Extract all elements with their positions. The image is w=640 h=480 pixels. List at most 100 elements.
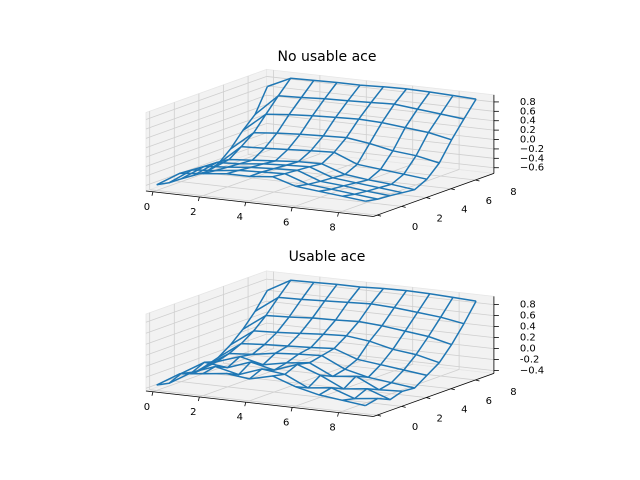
grid-line (152, 348, 274, 393)
grid-line (145, 85, 267, 130)
wire (295, 88, 408, 188)
wire (318, 293, 431, 396)
wire (205, 352, 415, 389)
wire (202, 79, 315, 175)
wire (226, 82, 338, 175)
grid-line (174, 380, 402, 407)
x-tick-label: 6 (283, 217, 289, 228)
x-tick-label: 4 (237, 212, 243, 223)
wire (179, 77, 292, 175)
x-tick (244, 202, 247, 207)
y-tick-label: 2 (436, 413, 442, 424)
y-tick-label: 6 (486, 396, 492, 407)
grid-line (145, 300, 267, 345)
grid-line (149, 389, 378, 416)
wire (242, 314, 452, 346)
grid-line (338, 169, 460, 213)
wire (249, 84, 361, 178)
z-tick-label: 0.2 (520, 125, 536, 136)
axis-line (145, 390, 374, 417)
wire (267, 77, 477, 100)
grid-line (266, 333, 494, 361)
x-tick (197, 196, 200, 202)
y-tick-label: 0 (412, 222, 418, 233)
wire (168, 365, 378, 400)
wire (272, 288, 384, 377)
x-tick-label: 0 (144, 202, 150, 213)
chart-title: Usable ace (289, 249, 366, 265)
grid-line (266, 76, 494, 103)
grid-line (266, 141, 494, 169)
y-tick-label: 0 (412, 422, 418, 433)
grid-line (145, 333, 267, 378)
grid-line (266, 344, 494, 372)
z-tick-label: -0.2 (520, 355, 540, 366)
wire (342, 95, 454, 197)
grid-line (266, 132, 494, 159)
x-tick (290, 407, 293, 412)
wire (318, 91, 431, 193)
y-tick-label: 4 (461, 205, 467, 216)
z-tick-label: 0.8 (520, 300, 536, 311)
wire (242, 113, 452, 141)
x-tick-label: 2 (190, 207, 196, 218)
grid-line (266, 104, 494, 131)
z-tick-label: 0.0 (520, 344, 536, 355)
x-tick (337, 212, 339, 217)
y-tick-label: 4 (461, 405, 467, 416)
chart-title: No usable ace (278, 49, 377, 65)
wire (217, 145, 428, 180)
axis-line (373, 172, 495, 217)
wire (202, 281, 315, 375)
z-tick-label: −0.2 (520, 144, 544, 155)
wire (295, 290, 408, 389)
wire (365, 300, 477, 407)
wire (193, 355, 403, 393)
grid-line (248, 354, 476, 381)
grid-line (145, 278, 267, 323)
z-tick-label: 0.6 (520, 106, 536, 117)
x-tick (244, 402, 247, 407)
z-tick-label: 0.4 (520, 322, 536, 333)
wire (179, 279, 292, 375)
wire (226, 283, 338, 376)
grid-line (145, 123, 267, 167)
grid-line (199, 353, 321, 398)
grid-line (145, 76, 267, 120)
wire (217, 342, 428, 377)
wire (342, 297, 454, 402)
z-tick-label: 0.8 (520, 97, 536, 108)
grid-line (145, 322, 267, 367)
z-tick-label: −0.4 (520, 153, 544, 164)
wire (230, 132, 440, 164)
grid-line (149, 189, 378, 216)
z-tick-label: 0.2 (520, 333, 536, 344)
x-tick-label: 8 (329, 423, 335, 434)
grid-line (266, 85, 494, 112)
x-tick-label: 0 (144, 402, 150, 413)
y-tick-label: 8 (510, 187, 516, 198)
grid-line (145, 104, 267, 149)
x-tick-label: 6 (283, 417, 289, 428)
wire (156, 86, 269, 186)
z-tick-label: 0.4 (520, 116, 536, 127)
grid-line (266, 300, 494, 328)
axis-line (373, 372, 495, 417)
z-tick-label: 0.0 (520, 135, 536, 146)
wire (254, 95, 465, 120)
x-tick-label: 4 (237, 412, 243, 423)
axis-line (145, 190, 374, 217)
grid-line (145, 113, 267, 158)
x-tick-label: 2 (190, 407, 196, 418)
grid-line (145, 289, 267, 334)
wire (230, 330, 440, 364)
wire (248, 286, 361, 380)
grid-line (266, 94, 494, 122)
z-tick-label: 0.6 (520, 311, 536, 322)
wire (205, 158, 415, 191)
y-tick-label: 8 (510, 387, 516, 398)
grid-line (245, 358, 367, 403)
y-tick-label: 6 (486, 196, 492, 207)
wire (180, 361, 391, 401)
wire (365, 98, 477, 202)
